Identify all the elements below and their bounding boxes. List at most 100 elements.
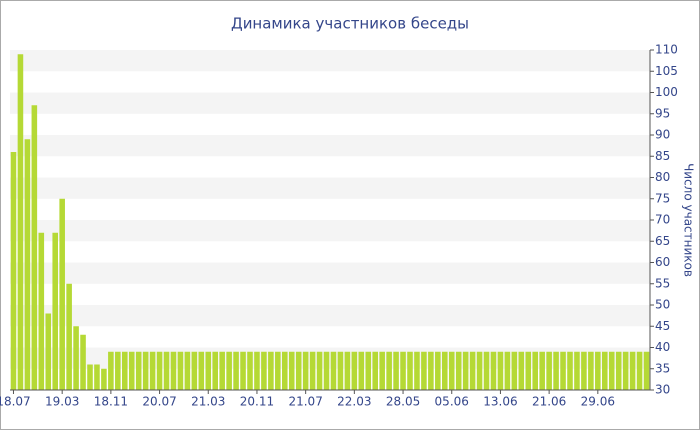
y-tick-label: 60 — [655, 255, 670, 269]
x-tick-label: 21.06 — [532, 395, 566, 409]
x-tick-label: 05.06 — [435, 395, 469, 409]
y-axis-label: Число участников — [682, 163, 696, 277]
bar — [532, 351, 538, 390]
bar — [24, 139, 31, 390]
bar — [198, 351, 205, 390]
x-tick-label: 22.03 — [337, 395, 371, 409]
bar — [504, 351, 511, 390]
bar — [122, 351, 128, 390]
bar — [212, 351, 218, 390]
bar — [469, 351, 476, 390]
chart-title: Динамика участников беседы — [231, 15, 469, 33]
bar — [59, 198, 65, 390]
bar — [615, 351, 622, 390]
bar — [73, 326, 79, 390]
y-tick-label: 30 — [655, 383, 670, 397]
bar — [560, 351, 566, 390]
bar — [163, 351, 170, 390]
bar — [316, 351, 323, 390]
bar — [288, 351, 295, 390]
bar — [546, 351, 552, 390]
bar — [442, 351, 448, 390]
bar — [135, 351, 142, 390]
bar — [115, 351, 121, 390]
bar — [282, 351, 288, 390]
y-tick-label: 90 — [655, 128, 670, 142]
bar — [10, 152, 17, 390]
grid-band — [10, 347, 650, 369]
bar — [455, 351, 462, 390]
bar — [184, 351, 191, 390]
bar — [205, 351, 212, 390]
x-tick-label: 13.06 — [483, 395, 517, 409]
y-tick-label: 75 — [655, 191, 670, 205]
grid-band — [10, 135, 650, 157]
bar — [66, 283, 72, 390]
x-tick-label: 20.11 — [240, 395, 274, 409]
bar — [588, 351, 594, 390]
bar — [351, 351, 358, 390]
grid-band — [10, 50, 650, 72]
bar — [567, 351, 573, 390]
y-tick-label: 35 — [655, 361, 670, 375]
grid-band — [10, 262, 650, 284]
grid-band — [10, 220, 650, 242]
bar — [254, 351, 260, 390]
bar — [476, 351, 483, 390]
bar — [247, 351, 253, 390]
bar — [108, 351, 114, 390]
y-tick-label: 45 — [655, 319, 670, 333]
bar — [177, 351, 184, 390]
bar — [240, 351, 246, 390]
bar — [511, 351, 518, 390]
x-tick-label: 19.03 — [45, 395, 79, 409]
bar — [581, 351, 587, 390]
y-tick-label: 50 — [655, 298, 670, 312]
bar — [595, 351, 601, 390]
y-tick-label: 70 — [655, 213, 670, 227]
y-tick-label: 85 — [655, 149, 670, 163]
bar — [497, 351, 504, 390]
bar — [518, 351, 525, 390]
bar — [149, 351, 156, 390]
x-tick-label: 28.05 — [386, 395, 420, 409]
bar — [448, 351, 455, 390]
bar — [622, 351, 629, 390]
bar — [400, 351, 406, 390]
y-tick-label: 80 — [655, 170, 670, 184]
x-tick-label: 29.06 — [581, 395, 615, 409]
y-tick-label: 105 — [655, 64, 678, 78]
bar — [629, 351, 636, 390]
bar — [233, 351, 239, 390]
bar — [52, 232, 58, 390]
y-tick-label: 110 — [655, 43, 678, 57]
bar — [525, 351, 532, 390]
bar — [156, 351, 163, 390]
grid-band — [10, 92, 650, 114]
bar — [219, 351, 225, 390]
bar — [261, 351, 267, 390]
y-tick-label: 65 — [655, 234, 670, 248]
bar — [602, 351, 608, 390]
bar — [483, 351, 490, 390]
bar — [17, 54, 24, 390]
grid-band — [10, 177, 650, 199]
bar — [553, 351, 559, 390]
bar — [393, 351, 399, 390]
bar — [302, 351, 309, 390]
bar — [309, 351, 316, 390]
grid-band — [10, 305, 650, 327]
x-tick-label: 18.07 — [0, 395, 31, 409]
bar — [358, 351, 365, 390]
bar — [414, 351, 420, 390]
bar — [337, 351, 344, 390]
bar — [539, 351, 545, 390]
bar — [142, 351, 149, 390]
bar — [386, 351, 392, 390]
bar — [295, 351, 302, 390]
x-tick-label: 21.03 — [191, 395, 225, 409]
bar — [101, 368, 107, 390]
bar — [428, 351, 434, 390]
x-tick-label: 20.07 — [142, 395, 176, 409]
